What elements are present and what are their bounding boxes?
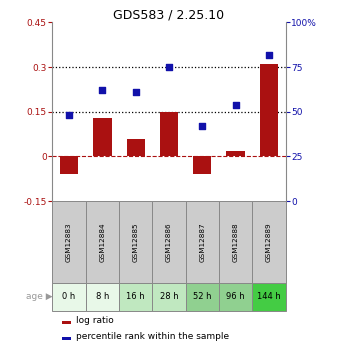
Bar bbox=[62, 337, 71, 340]
Point bbox=[200, 123, 205, 129]
Point bbox=[100, 88, 105, 93]
Bar bbox=[119, 283, 152, 311]
Bar bbox=[86, 283, 119, 311]
Bar bbox=[152, 201, 186, 283]
Text: log ratio: log ratio bbox=[76, 316, 114, 325]
Bar bbox=[226, 150, 245, 156]
Text: GSM12889: GSM12889 bbox=[266, 222, 272, 262]
Bar bbox=[126, 139, 145, 156]
Bar bbox=[219, 201, 252, 283]
Text: percentile rank within the sample: percentile rank within the sample bbox=[76, 332, 229, 341]
Bar bbox=[219, 283, 252, 311]
Point bbox=[166, 64, 172, 70]
Text: 8 h: 8 h bbox=[96, 292, 109, 302]
Bar bbox=[52, 283, 86, 311]
Bar bbox=[252, 201, 286, 283]
Bar bbox=[52, 201, 86, 283]
Bar bbox=[186, 283, 219, 311]
Point bbox=[133, 89, 138, 95]
Bar bbox=[60, 156, 78, 174]
Text: GSM12883: GSM12883 bbox=[66, 222, 72, 262]
Bar bbox=[119, 201, 152, 283]
Text: GSM12884: GSM12884 bbox=[99, 222, 105, 262]
Text: 0 h: 0 h bbox=[63, 292, 76, 302]
Title: GDS583 / 2.25.10: GDS583 / 2.25.10 bbox=[114, 8, 224, 21]
Bar bbox=[186, 201, 219, 283]
Text: GSM12885: GSM12885 bbox=[133, 222, 139, 262]
Text: age ▶: age ▶ bbox=[26, 292, 52, 302]
Text: GSM12888: GSM12888 bbox=[233, 222, 239, 262]
Bar bbox=[160, 112, 178, 156]
Point bbox=[266, 52, 272, 57]
Bar bbox=[62, 321, 71, 324]
Text: GSM12887: GSM12887 bbox=[199, 222, 205, 262]
Text: 144 h: 144 h bbox=[257, 292, 281, 302]
Bar bbox=[86, 201, 119, 283]
Bar bbox=[193, 156, 212, 174]
Bar bbox=[252, 283, 286, 311]
Text: 52 h: 52 h bbox=[193, 292, 212, 302]
Text: 28 h: 28 h bbox=[160, 292, 178, 302]
Bar bbox=[260, 64, 278, 156]
Bar bbox=[152, 283, 186, 311]
Text: GSM12886: GSM12886 bbox=[166, 222, 172, 262]
Bar bbox=[93, 118, 112, 156]
Text: 96 h: 96 h bbox=[226, 292, 245, 302]
Point bbox=[233, 102, 238, 107]
Text: 16 h: 16 h bbox=[126, 292, 145, 302]
Point bbox=[66, 112, 72, 118]
